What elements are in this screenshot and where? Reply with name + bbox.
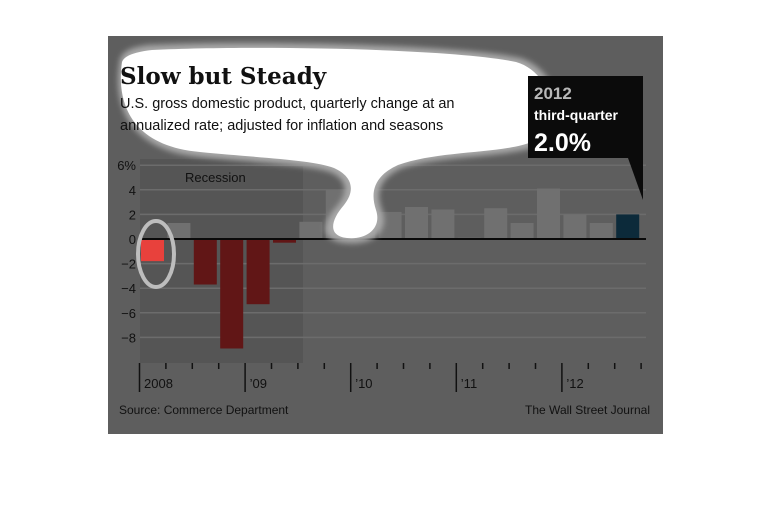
callout-label: third-quarter xyxy=(534,107,619,123)
bar-2012-q3 xyxy=(616,214,640,239)
x-tick-label: 2008 xyxy=(144,376,173,391)
x-axis: 2008 ’09 ’10 ’11 ’12 xyxy=(138,363,642,392)
bar-2011-q2 xyxy=(484,208,508,239)
bar-2009-q2 xyxy=(273,239,296,243)
y-tick-label: 0 xyxy=(129,232,136,247)
latest-value-callout: 2012 third-quarter 2.0% xyxy=(528,76,643,200)
callout-pointer xyxy=(628,158,643,200)
x-tick-label: ’12 xyxy=(566,376,583,391)
y-tick-label: −6 xyxy=(121,306,136,321)
x-tick-label: ’09 xyxy=(250,376,267,391)
callout-year: 2012 xyxy=(534,84,572,103)
chart-subtitle-line-2: annualized rate; adjusted for inflation … xyxy=(120,118,443,134)
y-tick-label: 4 xyxy=(129,183,136,198)
bar-2011-q3 xyxy=(510,223,534,239)
chart-subtitle-line-1: U.S. gross domestic product, quarterly c… xyxy=(120,96,454,112)
bar-2010-q4 xyxy=(431,209,455,239)
bar-2009-q1 xyxy=(246,239,270,305)
credit-note: The Wall Street Journal xyxy=(525,403,650,417)
bar-2008-q4 xyxy=(220,239,244,349)
x-tick-label: ’11 xyxy=(461,376,477,391)
y-tick-label: 6% xyxy=(117,158,136,173)
bar-2008-q3 xyxy=(193,239,217,285)
y-tick-label: −2 xyxy=(121,257,136,272)
bar-2009-q3 xyxy=(299,221,323,239)
y-tick-label: 2 xyxy=(129,207,136,222)
highlight-ring xyxy=(136,219,176,289)
bar-2008-q1 xyxy=(141,239,164,262)
bar-2010-q2 xyxy=(378,211,402,239)
source-note: Source: Commerce Department xyxy=(119,403,289,417)
y-tick-label: −4 xyxy=(121,281,136,296)
y-axis-tick-labels: 6% 4 2 0 −2 −4 −6 −8 xyxy=(117,158,136,345)
x-tick-label: ’10 xyxy=(355,376,372,391)
bar-2010-q3 xyxy=(405,207,428,239)
bar-2011-q4 xyxy=(537,188,560,239)
y-tick-label: −8 xyxy=(121,330,136,345)
title-highlight-blob xyxy=(118,43,560,244)
chart-title: Slow but Steady xyxy=(120,63,327,90)
bar-2008-q2 xyxy=(167,223,191,239)
bar-2012-q2 xyxy=(589,223,613,239)
recession-label: Recession xyxy=(185,170,246,185)
callout-value: 2.0% xyxy=(534,129,591,157)
callout-box xyxy=(528,76,643,158)
bar-2012-q1 xyxy=(563,214,587,239)
